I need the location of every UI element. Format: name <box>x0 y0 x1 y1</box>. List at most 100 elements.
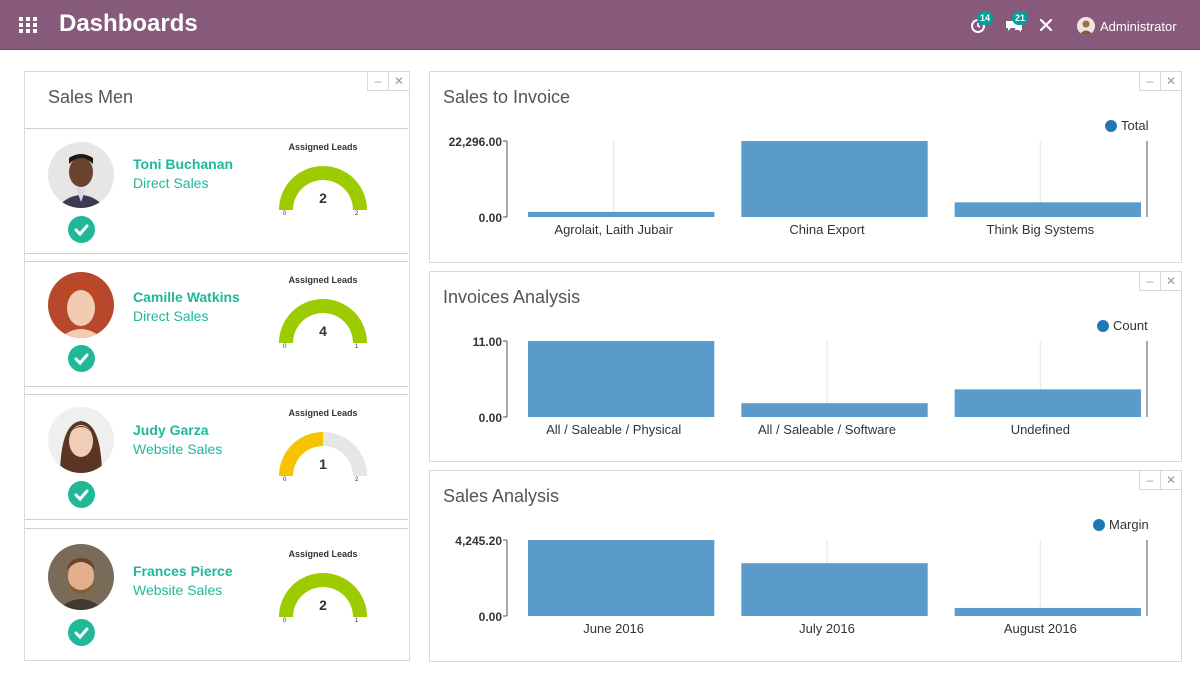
y-tick-label: 0.00 <box>479 610 503 624</box>
top-navbar: Dashboards 14 21 Administrator <box>0 0 1200 50</box>
chart-legend[interactable]: Total <box>1105 118 1148 133</box>
message-count-badge: 21 <box>1012 11 1029 25</box>
panel-title: Sales to Invoice <box>443 87 571 107</box>
bar[interactable] <box>741 141 928 217</box>
salesman-team[interactable]: Direct Sales <box>133 175 209 191</box>
gauge-min: 0 <box>283 211 287 217</box>
check-icon <box>68 619 95 646</box>
y-tick-label: 0.00 <box>479 411 503 425</box>
gauge-title: Assigned Leads <box>288 549 358 559</box>
app-grid-icon[interactable] <box>18 16 38 34</box>
sales-men-panel: Sales Men – ✕ Toni Buchanan Direct Sales… <box>24 71 410 661</box>
x-tick-label: Agrolait, Laith Jubair <box>554 222 673 237</box>
salesman-card: Camille Watkins Direct Sales Assigned Le… <box>25 261 408 387</box>
y-tick-label: 11.00 <box>473 335 503 349</box>
close-button[interactable]: ✕ <box>388 71 410 91</box>
salesman-team[interactable]: Website Sales <box>133 441 223 457</box>
activity-count-badge: 14 <box>977 11 994 25</box>
gauge-fill <box>279 432 323 476</box>
panel-title: Invoices Analysis <box>443 287 581 307</box>
close-button[interactable]: ✕ <box>1160 271 1182 291</box>
chart-legend[interactable]: Count <box>1097 318 1148 333</box>
legend-dot-icon <box>1097 319 1109 332</box>
user-menu[interactable]: Administrator <box>1077 15 1177 37</box>
x-tick-label: July 2016 <box>799 621 855 636</box>
bar[interactable] <box>954 607 1141 616</box>
salesman-name[interactable]: Frances Pierce <box>133 563 233 579</box>
check-icon <box>68 481 95 508</box>
tools-icon[interactable] <box>1037 16 1059 36</box>
assigned-leads-gauge: Assigned Leads 2 0 1 <box>277 549 369 639</box>
panel-title: Sales Men <box>48 87 134 107</box>
bar[interactable] <box>528 211 715 217</box>
activity-clock-icon[interactable]: 14 <box>969 11 994 36</box>
gauge-max: 2 <box>355 211 359 217</box>
user-name: Administrator <box>1100 18 1177 34</box>
gauge-max: 1 <box>355 618 359 624</box>
x-tick-label: All / Saleable / Physical <box>546 422 681 437</box>
gauge-fill <box>279 165 367 210</box>
x-tick-label: Think Big Systems <box>987 222 1095 237</box>
messages-icon[interactable]: 21 <box>1004 11 1029 36</box>
salesman-name[interactable]: Toni Buchanan <box>133 156 234 172</box>
check-icon <box>68 345 95 372</box>
salesman-card: Frances Pierce Website Sales Assigned Le… <box>25 528 408 661</box>
x-tick-label: June 2016 <box>583 621 644 636</box>
bar[interactable] <box>954 389 1141 417</box>
gauge-value: 2 <box>319 190 327 206</box>
sales-to-invoice-panel: Sales to Invoice – ✕ Total 22,296.00 0.00… <box>429 71 1182 263</box>
gauge-fill <box>279 572 367 617</box>
minimize-button[interactable]: – <box>1139 71 1161 91</box>
legend-label: Margin <box>1109 517 1149 532</box>
gauge-title: Assigned Leads <box>288 275 358 285</box>
chart-legend[interactable]: Margin <box>1093 517 1149 532</box>
gauge-title: Assigned Leads <box>288 408 358 418</box>
gauge-min: 0 <box>283 618 287 624</box>
assigned-leads-gauge: Assigned Leads 4 0 1 <box>277 275 369 365</box>
user-avatar-icon <box>1077 17 1095 35</box>
assigned-leads-gauge: Assigned Leads 2 0 2 <box>277 142 369 232</box>
legend-label: Count <box>1113 318 1148 333</box>
gauge-value: 2 <box>319 597 327 613</box>
salesman-card: Toni Buchanan Direct Sales Assigned Lead… <box>25 128 408 254</box>
gauge-fill <box>279 298 367 343</box>
salesman-name[interactable]: Camille Watkins <box>133 289 240 305</box>
bar-chart: 22,296.00 0.00 Agrolait, Laith Jubair China… <box>449 135 1148 237</box>
salesman-team[interactable]: Website Sales <box>133 582 223 598</box>
check-icon <box>68 216 95 243</box>
gauge-min: 0 <box>283 344 287 350</box>
x-tick-label: August 2016 <box>1004 621 1077 636</box>
salesman-name[interactable]: Judy Garza <box>133 422 209 438</box>
gauge-value: 1 <box>319 456 327 472</box>
gauge-max: 2 <box>355 477 359 483</box>
gauge-min: 0 <box>283 477 287 483</box>
bar[interactable] <box>528 341 715 417</box>
salesman-avatar <box>48 407 114 473</box>
sales-analysis-panel: Sales Analysis – ✕ Margin 4,245.20 0.00 Ju… <box>429 470 1182 662</box>
y-tick-label: 22,296.00 <box>449 135 503 149</box>
salesman-avatar <box>48 142 114 208</box>
salesman-avatar <box>48 272 114 338</box>
gauge-max: 1 <box>355 344 359 350</box>
bar[interactable] <box>741 403 928 417</box>
close-button[interactable]: ✕ <box>1160 470 1182 490</box>
bar-chart: 11.00 0.00 All / Saleable / Physical All / … <box>473 335 1148 437</box>
x-tick-label: Undefined <box>1011 422 1070 437</box>
bar-chart: 4,245.20 0.00 June 2016 July 2016 August 201… <box>455 534 1148 636</box>
salesman-avatar <box>48 544 114 610</box>
close-button[interactable]: ✕ <box>1160 71 1182 91</box>
legend-dot-icon <box>1105 119 1117 132</box>
bar[interactable] <box>528 540 715 616</box>
salesman-team[interactable]: Direct Sales <box>133 308 209 324</box>
app-title: Dashboards <box>59 10 198 37</box>
salesman-card: Judy Garza Website Sales Assigned Leads … <box>25 394 408 520</box>
gauge-title: Assigned Leads <box>288 142 358 152</box>
bar[interactable] <box>741 563 928 616</box>
x-tick-label: China Export <box>789 222 865 237</box>
bar[interactable] <box>954 202 1141 217</box>
invoices-analysis-panel: Invoices Analysis – ✕ Count 11.00 0.00 All… <box>429 271 1182 462</box>
gauge-value: 4 <box>319 323 327 339</box>
minimize-button[interactable]: – <box>367 71 389 91</box>
legend-dot-icon <box>1093 518 1105 531</box>
legend-label: Total <box>1121 118 1149 133</box>
